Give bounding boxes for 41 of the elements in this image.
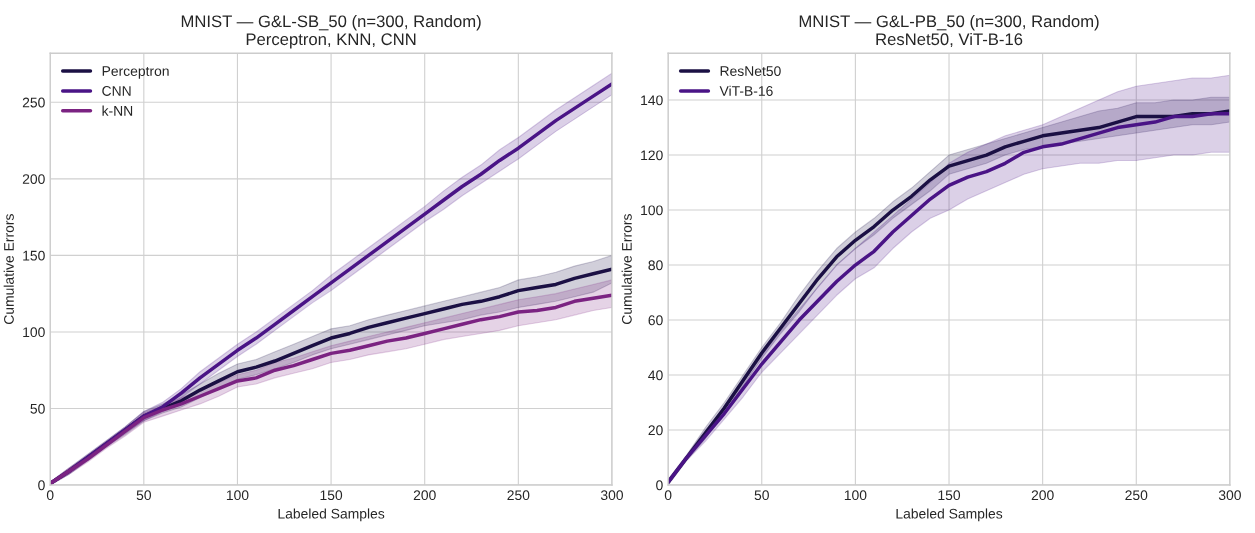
y-tick-label: 120: [641, 150, 663, 161]
x-tick-label: 100: [844, 490, 867, 501]
x-tick-label: 300: [600, 490, 624, 501]
y-tick-label: 80: [648, 260, 663, 271]
legend-label: k-NN: [102, 105, 133, 116]
y-tick-label: 0: [656, 480, 663, 491]
x-tick-label: 50: [754, 490, 769, 501]
x-axis-title: Labeled Samples: [896, 508, 1003, 522]
x-tick-label: 150: [320, 490, 343, 501]
y-axis-title: Cumulative Errors: [621, 214, 632, 325]
x-tick-label: 150: [938, 490, 961, 501]
x-tick-label: 300: [1218, 490, 1241, 501]
y-tick-label: 0: [38, 480, 45, 491]
x-tick-label: 250: [507, 490, 530, 501]
legend-label: ViT-B-16: [719, 85, 773, 96]
y-tick-label: 50: [30, 403, 45, 414]
y-tick-label: 250: [22, 97, 45, 108]
y-tick-label: 200: [22, 174, 45, 185]
chart-subtitle: ResNet50, ViT-B-16: [876, 32, 1023, 48]
legend-label: CNN: [102, 86, 131, 96]
x-tick-label: 250: [1125, 490, 1148, 501]
y-tick-label: 60: [648, 315, 663, 326]
x-tick-label: 100: [226, 490, 249, 501]
chart-title: MNIST — G&L-SB_50 (n=300, Random): [181, 14, 481, 31]
y-tick-label: 150: [23, 250, 45, 261]
x-tick-label: 200: [413, 490, 436, 501]
legend-label: ResNet50: [720, 66, 781, 76]
y-tick-label: 40: [648, 370, 663, 381]
y-axis-title: Cumulative Errors: [3, 214, 14, 325]
y-tick-label: 140: [641, 95, 663, 106]
y-tick-label: 100: [641, 205, 663, 216]
x-axis-title: Labeled Samples: [278, 508, 385, 522]
chart-title: MNIST — G&L-PB_50 (n=300, Random): [799, 14, 1099, 31]
y-tick-label: 100: [23, 327, 45, 338]
legend-label: Perceptron: [102, 66, 169, 79]
x-tick-label: 0: [46, 490, 54, 501]
x-tick-label: 50: [136, 490, 152, 501]
y-tick-label: 20: [648, 425, 663, 436]
x-tick-label: 0: [664, 490, 672, 501]
chart-subtitle: Perceptron, KNN, CNN: [246, 33, 416, 49]
x-tick-label: 200: [1031, 490, 1054, 501]
